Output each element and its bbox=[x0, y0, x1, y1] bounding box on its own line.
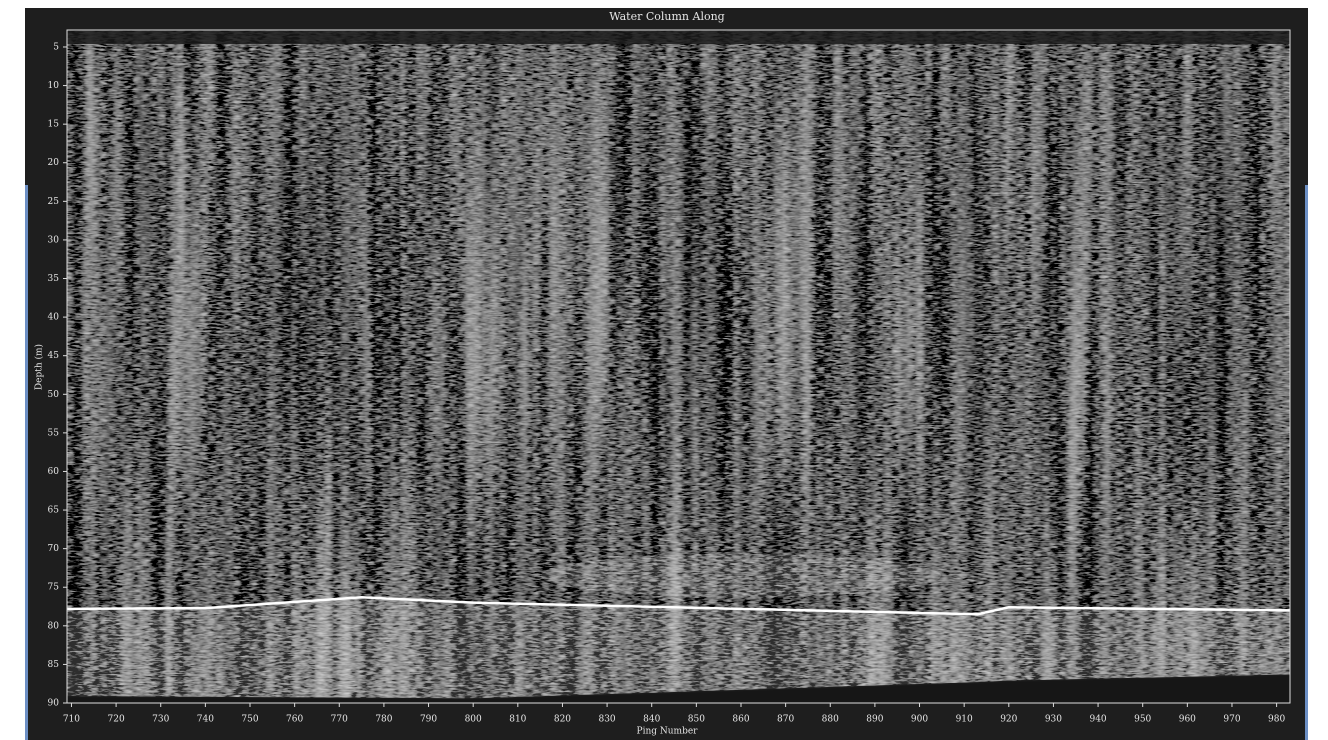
x-tick-label: 960 bbox=[1179, 715, 1196, 725]
y-axis-label: Depth (m) bbox=[34, 344, 45, 390]
y-tick-label: 35 bbox=[48, 274, 60, 284]
x-tick-label: 980 bbox=[1268, 715, 1285, 725]
x-tick-label: 770 bbox=[331, 715, 348, 725]
y-tick-label: 25 bbox=[48, 197, 60, 207]
x-tick-label: 910 bbox=[956, 715, 973, 725]
chart-title: Water Column Along bbox=[609, 10, 724, 23]
y-tick-label: 45 bbox=[48, 351, 60, 361]
x-tick-label: 870 bbox=[777, 715, 794, 725]
y-tick-label: 10 bbox=[48, 81, 60, 91]
x-tick-label: 940 bbox=[1089, 715, 1106, 725]
y-tick-label: 30 bbox=[48, 235, 60, 245]
left-edge bbox=[25, 185, 28, 740]
y-tick-label: 60 bbox=[48, 467, 60, 477]
chart: Water Column Along Ping Number Depth (m)… bbox=[0, 0, 1328, 740]
x-tick-label: 900 bbox=[911, 715, 928, 725]
y-tick-label: 85 bbox=[48, 660, 60, 670]
x-tick-label: 750 bbox=[241, 715, 258, 725]
y-tick-label: 75 bbox=[48, 583, 60, 593]
y-tick-label: 40 bbox=[48, 313, 60, 323]
x-tick-label: 760 bbox=[286, 715, 303, 725]
x-tick-label: 710 bbox=[63, 715, 80, 725]
x-tick-label: 820 bbox=[554, 715, 571, 725]
x-tick-label: 840 bbox=[643, 715, 660, 725]
x-tick-label: 720 bbox=[108, 715, 125, 725]
y-tick-label: 50 bbox=[48, 390, 60, 400]
x-tick-label: 790 bbox=[420, 715, 437, 725]
x-tick-label: 860 bbox=[732, 715, 749, 725]
y-tick-label: 55 bbox=[48, 428, 60, 438]
x-tick-label: 810 bbox=[509, 715, 526, 725]
x-tick-label: 850 bbox=[688, 715, 705, 725]
x-tick-label: 780 bbox=[375, 715, 392, 725]
echogram-noise bbox=[67, 30, 1290, 703]
x-tick-label: 950 bbox=[1134, 715, 1151, 725]
x-tick-label: 920 bbox=[1000, 715, 1017, 725]
y-tick-label: 15 bbox=[48, 120, 60, 130]
x-tick-label: 800 bbox=[465, 715, 482, 725]
x-tick-label: 930 bbox=[1045, 715, 1062, 725]
surface-band bbox=[67, 30, 1290, 44]
x-tick-label: 890 bbox=[866, 715, 883, 725]
y-tick-label: 65 bbox=[48, 506, 60, 516]
target-glow bbox=[541, 554, 941, 598]
y-tick-label: 90 bbox=[48, 699, 60, 709]
y-tick-label: 20 bbox=[48, 158, 60, 168]
right-edge bbox=[1305, 185, 1308, 740]
x-tick-label: 740 bbox=[197, 715, 214, 725]
y-tick-label: 80 bbox=[48, 621, 60, 631]
page: Water Column Along Ping Number Depth (m)… bbox=[0, 0, 1328, 740]
x-axis-label: Ping Number bbox=[637, 727, 699, 737]
y-tick-label: 70 bbox=[48, 544, 60, 554]
x-tick-label: 830 bbox=[598, 715, 615, 725]
x-tick-label: 730 bbox=[152, 715, 169, 725]
x-tick-label: 970 bbox=[1223, 715, 1240, 725]
y-tick-label: 5 bbox=[53, 42, 59, 52]
x-tick-label: 880 bbox=[822, 715, 839, 725]
